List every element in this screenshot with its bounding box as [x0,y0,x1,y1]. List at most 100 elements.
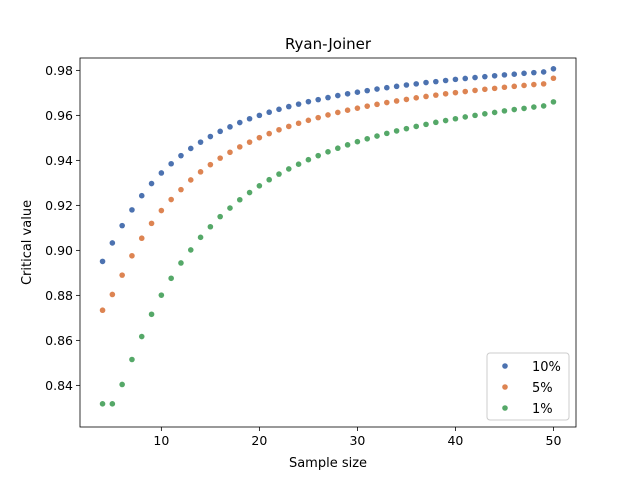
data-point [374,133,380,139]
data-point [99,307,106,314]
data-point [413,123,420,130]
data-point [266,176,272,183]
data-point [138,333,145,340]
data-point [501,84,508,91]
data-point [393,83,400,90]
data-point [472,87,478,94]
series-1 [99,75,557,314]
data-point [256,134,263,141]
data-point [482,86,488,93]
y-tick-label: 0.94 [45,153,73,168]
data-point [109,401,116,407]
data-point [550,66,557,72]
data-point [207,133,214,140]
data-point [491,72,498,79]
data-point [285,103,292,110]
data-point [246,189,253,196]
data-point [413,81,420,87]
data-point [511,71,518,77]
x-tick-label: 20 [251,433,267,448]
data-point [442,77,449,84]
x-tick-label: 30 [349,433,365,448]
data-point [295,161,302,167]
data-point [276,171,282,177]
data-point [129,207,135,213]
data-point [452,89,459,96]
data-point [344,90,351,97]
plot-area-frame [79,57,577,428]
y-tick-label: 0.90 [45,243,73,258]
data-point [99,401,106,407]
data-point [472,112,478,119]
data-point [256,183,263,189]
x-tick-label: 10 [153,433,169,448]
legend-marker [502,384,508,390]
data-point [148,180,155,187]
data-point [109,291,116,298]
data-point [364,135,371,142]
data-point [305,156,312,163]
data-point [511,83,518,90]
data-point [305,117,312,124]
x-tick-label: 50 [546,433,562,448]
data-point [236,196,243,203]
data-point [433,78,439,85]
y-tick-label: 0.84 [45,378,73,393]
x-axis-ticks: 10 20 30 40 50 [153,427,561,448]
data-point [207,223,214,230]
x-tick-label: 40 [447,433,463,448]
data-point [217,213,223,220]
y-tick-label: 0.98 [45,63,73,78]
data-point [187,145,194,152]
data-point [129,356,135,363]
data-point [295,101,302,107]
data-point [325,94,331,101]
data-point [158,292,165,298]
data-point [433,92,439,98]
data-point [168,196,174,203]
data-point [531,81,537,88]
data-point [374,86,380,92]
data-point [236,119,243,126]
data-point [315,114,322,121]
data-point [354,89,361,95]
data-point [315,96,322,103]
data-point [158,207,165,214]
data-point [266,109,272,116]
data-point [354,138,361,145]
data-point [119,222,125,229]
data-point [109,240,116,246]
data-point [325,112,331,118]
data-point [491,109,498,116]
data-point [472,74,478,81]
data-point [550,99,557,105]
data-point [227,149,233,156]
legend: 10% 5% 1% [486,352,570,421]
data-point [119,272,125,278]
data-point [187,247,194,253]
legend-label: 5% [532,381,553,396]
y-tick-label: 0.92 [45,198,73,213]
data-point [256,112,263,119]
data-point [335,109,341,116]
legend-marker [502,405,508,411]
data-point [227,124,233,130]
data-point [178,186,184,193]
data-point [462,114,469,120]
data-point [501,108,508,114]
data-point [138,235,145,242]
legend-label: 1% [532,402,553,417]
y-axis-label: Critical value [20,200,35,285]
data-point [276,106,282,113]
data-point [295,120,302,127]
data-point [491,85,498,92]
data-point [521,105,527,112]
data-point [384,130,390,137]
legend-box [486,352,570,421]
data-point [207,161,214,168]
data-point [236,144,243,150]
y-tick-label: 0.86 [45,333,73,348]
data-point [197,169,204,175]
data-point [442,117,449,124]
data-point [187,177,194,183]
